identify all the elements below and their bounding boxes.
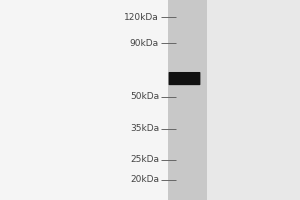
Bar [168, 0, 207, 200]
FancyBboxPatch shape [169, 72, 200, 85]
Text: 25kDa: 25kDa [130, 155, 159, 164]
Text: 35kDa: 35kDa [130, 124, 159, 133]
Text: 90kDa: 90kDa [130, 39, 159, 48]
Text: 120kDa: 120kDa [124, 13, 159, 22]
Bar [207, 0, 300, 200]
Text: 20kDa: 20kDa [130, 175, 159, 184]
Text: 50kDa: 50kDa [130, 92, 159, 101]
Bar [0, 0, 168, 200]
